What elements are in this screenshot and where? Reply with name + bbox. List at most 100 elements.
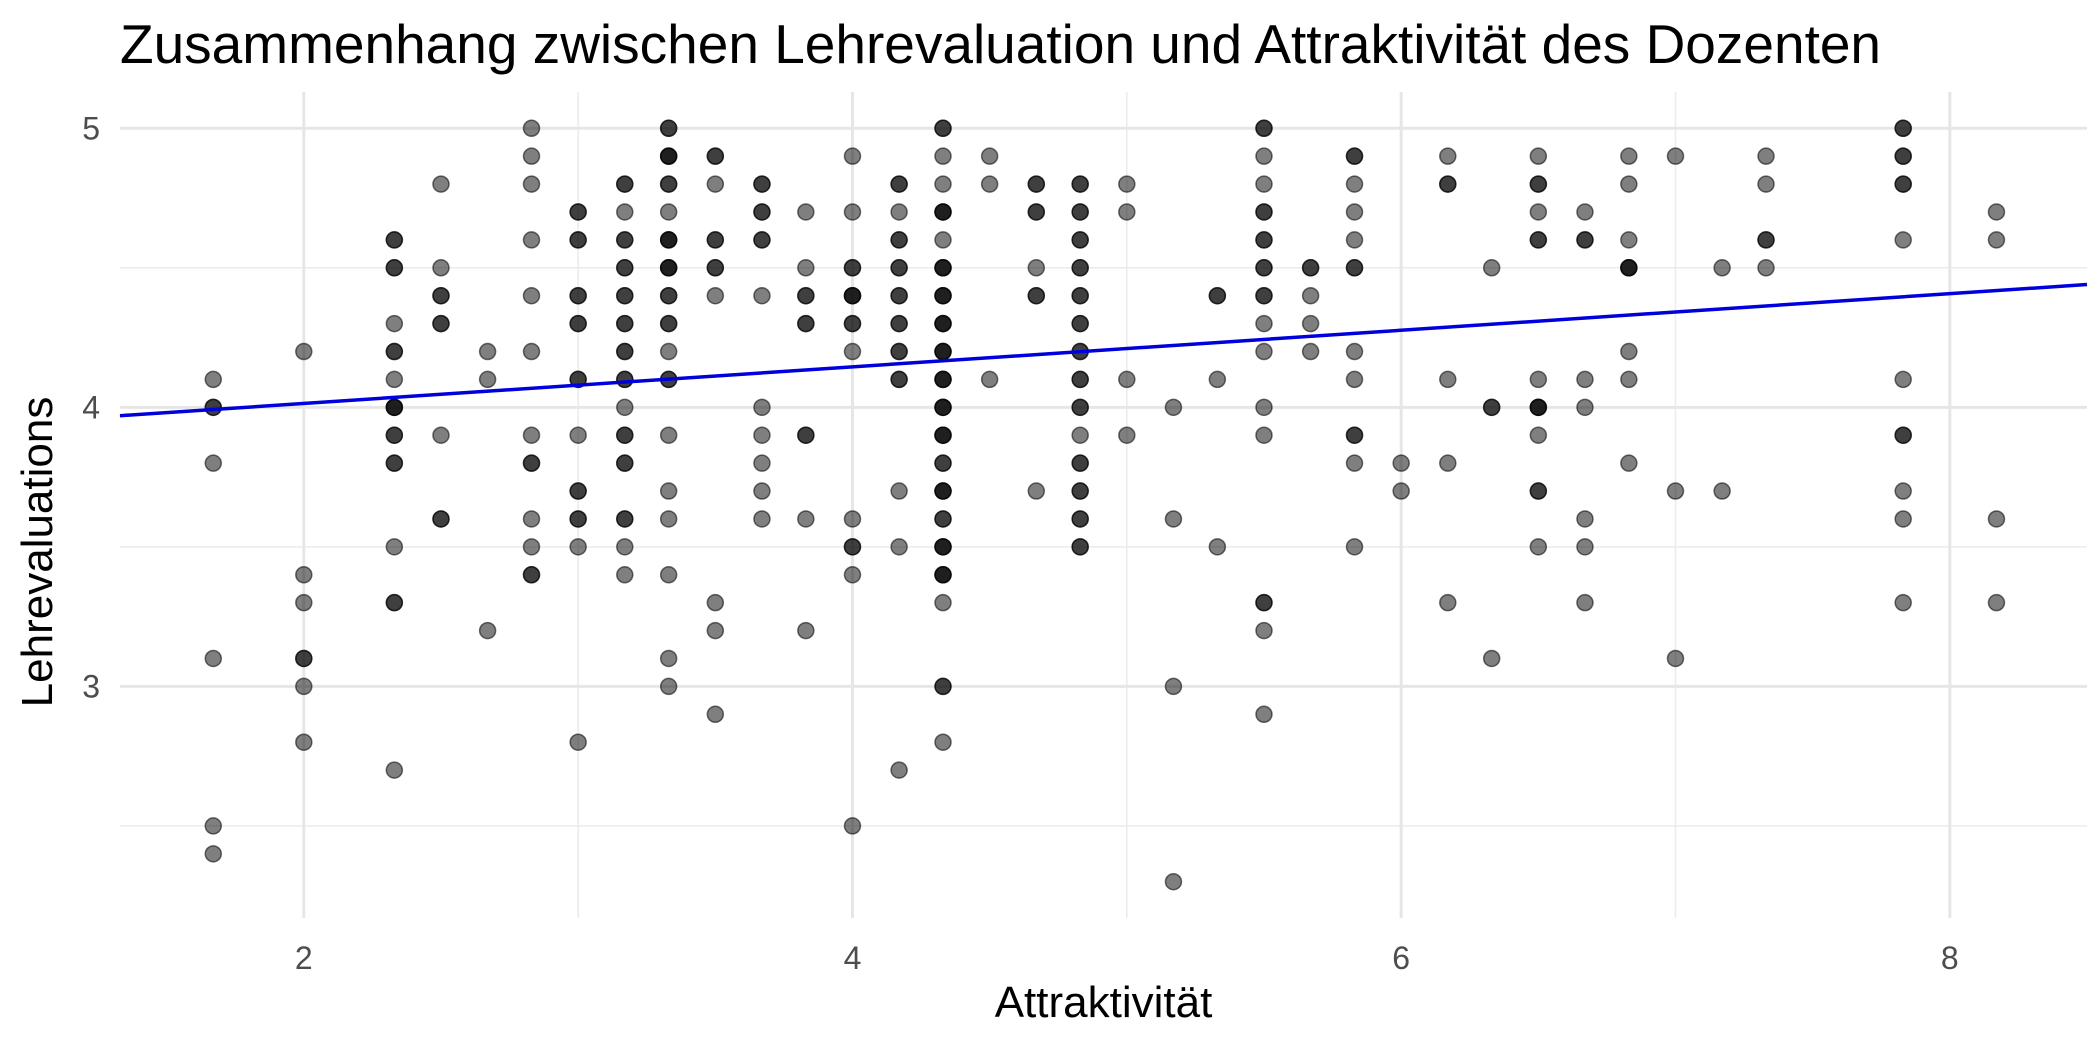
data-point <box>659 342 678 361</box>
data-point <box>522 454 541 472</box>
data-point <box>659 649 678 668</box>
data-point <box>204 370 223 389</box>
data-point <box>934 342 952 361</box>
data-point <box>569 231 587 249</box>
data-point <box>753 286 771 305</box>
data-point <box>934 398 952 417</box>
data-point <box>1576 510 1594 528</box>
data-point <box>843 538 862 556</box>
data-point <box>1987 231 2006 249</box>
data-point <box>1255 398 1273 417</box>
data-point <box>1894 593 1912 612</box>
data-point <box>432 259 450 277</box>
data-point <box>1164 872 1183 891</box>
data-point <box>1255 314 1273 333</box>
data-point <box>616 566 634 584</box>
chart-title: Zusammenhang zwischen Lehrevaluation und… <box>120 13 1882 75</box>
data-point <box>1529 370 1548 389</box>
data-point <box>1164 398 1183 417</box>
data-point <box>890 203 908 221</box>
data-point <box>1345 259 1364 277</box>
data-point <box>797 314 815 333</box>
data-point <box>1529 203 1548 221</box>
data-point <box>616 286 634 305</box>
data-point <box>1301 286 1320 305</box>
data-point <box>1529 538 1548 556</box>
data-point <box>1071 426 1089 444</box>
data-point <box>1439 147 1457 165</box>
data-point <box>1620 147 1638 165</box>
data-point <box>1071 259 1089 277</box>
data-point <box>432 426 450 444</box>
data-point <box>616 314 634 333</box>
data-point <box>1208 286 1227 305</box>
data-point <box>569 426 587 444</box>
data-point <box>1620 259 1638 277</box>
data-point <box>1071 398 1089 417</box>
data-point <box>706 259 725 277</box>
data-point <box>890 259 908 277</box>
data-point <box>478 621 497 640</box>
data-point <box>1620 370 1638 389</box>
data-point <box>1894 119 1912 138</box>
data-point <box>1666 482 1685 500</box>
data-point <box>385 593 404 612</box>
data-point <box>934 566 952 584</box>
data-point <box>522 510 541 528</box>
y-axis-title: Lehrevaluations <box>13 396 62 708</box>
data-point <box>659 147 678 165</box>
data-point <box>616 510 634 528</box>
data-point <box>1255 705 1273 724</box>
data-point <box>890 482 908 500</box>
data-point <box>1164 510 1183 528</box>
data-point <box>616 259 634 277</box>
data-point <box>797 621 815 640</box>
y-axis-ticks: 3 4 5 <box>82 110 100 704</box>
data-point <box>753 203 771 221</box>
data-point <box>1027 203 1046 221</box>
data-point <box>1576 370 1594 389</box>
data-point <box>1529 231 1548 249</box>
data-point <box>432 510 450 528</box>
data-point <box>204 845 223 863</box>
data-point <box>1208 538 1227 556</box>
data-point <box>1255 147 1273 165</box>
data-point <box>934 454 952 472</box>
data-point <box>659 119 678 138</box>
data-point <box>706 175 725 193</box>
data-point <box>659 566 678 584</box>
data-point <box>1757 259 1775 277</box>
data-point <box>1345 175 1364 193</box>
data-point <box>1071 454 1089 472</box>
data-point <box>890 175 908 193</box>
data-point <box>980 370 999 389</box>
data-point <box>1071 370 1089 389</box>
data-point <box>890 538 908 556</box>
data-point <box>385 259 404 277</box>
data-point <box>843 286 862 305</box>
data-point <box>1894 510 1912 528</box>
data-point <box>1620 175 1638 193</box>
data-point <box>522 119 541 138</box>
data-point <box>204 454 223 472</box>
data-point <box>616 370 634 389</box>
data-point <box>1071 482 1089 500</box>
data-point <box>797 259 815 277</box>
data-point <box>522 426 541 444</box>
data-point <box>1255 342 1273 361</box>
data-point <box>1255 621 1273 640</box>
data-point <box>1027 259 1046 277</box>
data-point <box>1345 370 1364 389</box>
data-point <box>204 817 223 835</box>
data-point <box>1529 398 1548 417</box>
data-point <box>659 175 678 193</box>
data-point <box>934 538 952 556</box>
data-point <box>1255 231 1273 249</box>
data-point <box>385 314 404 333</box>
data-point <box>1027 175 1046 193</box>
data-point <box>934 482 952 500</box>
data-point <box>1666 649 1685 668</box>
data-point <box>1071 314 1089 333</box>
data-point <box>569 482 587 500</box>
